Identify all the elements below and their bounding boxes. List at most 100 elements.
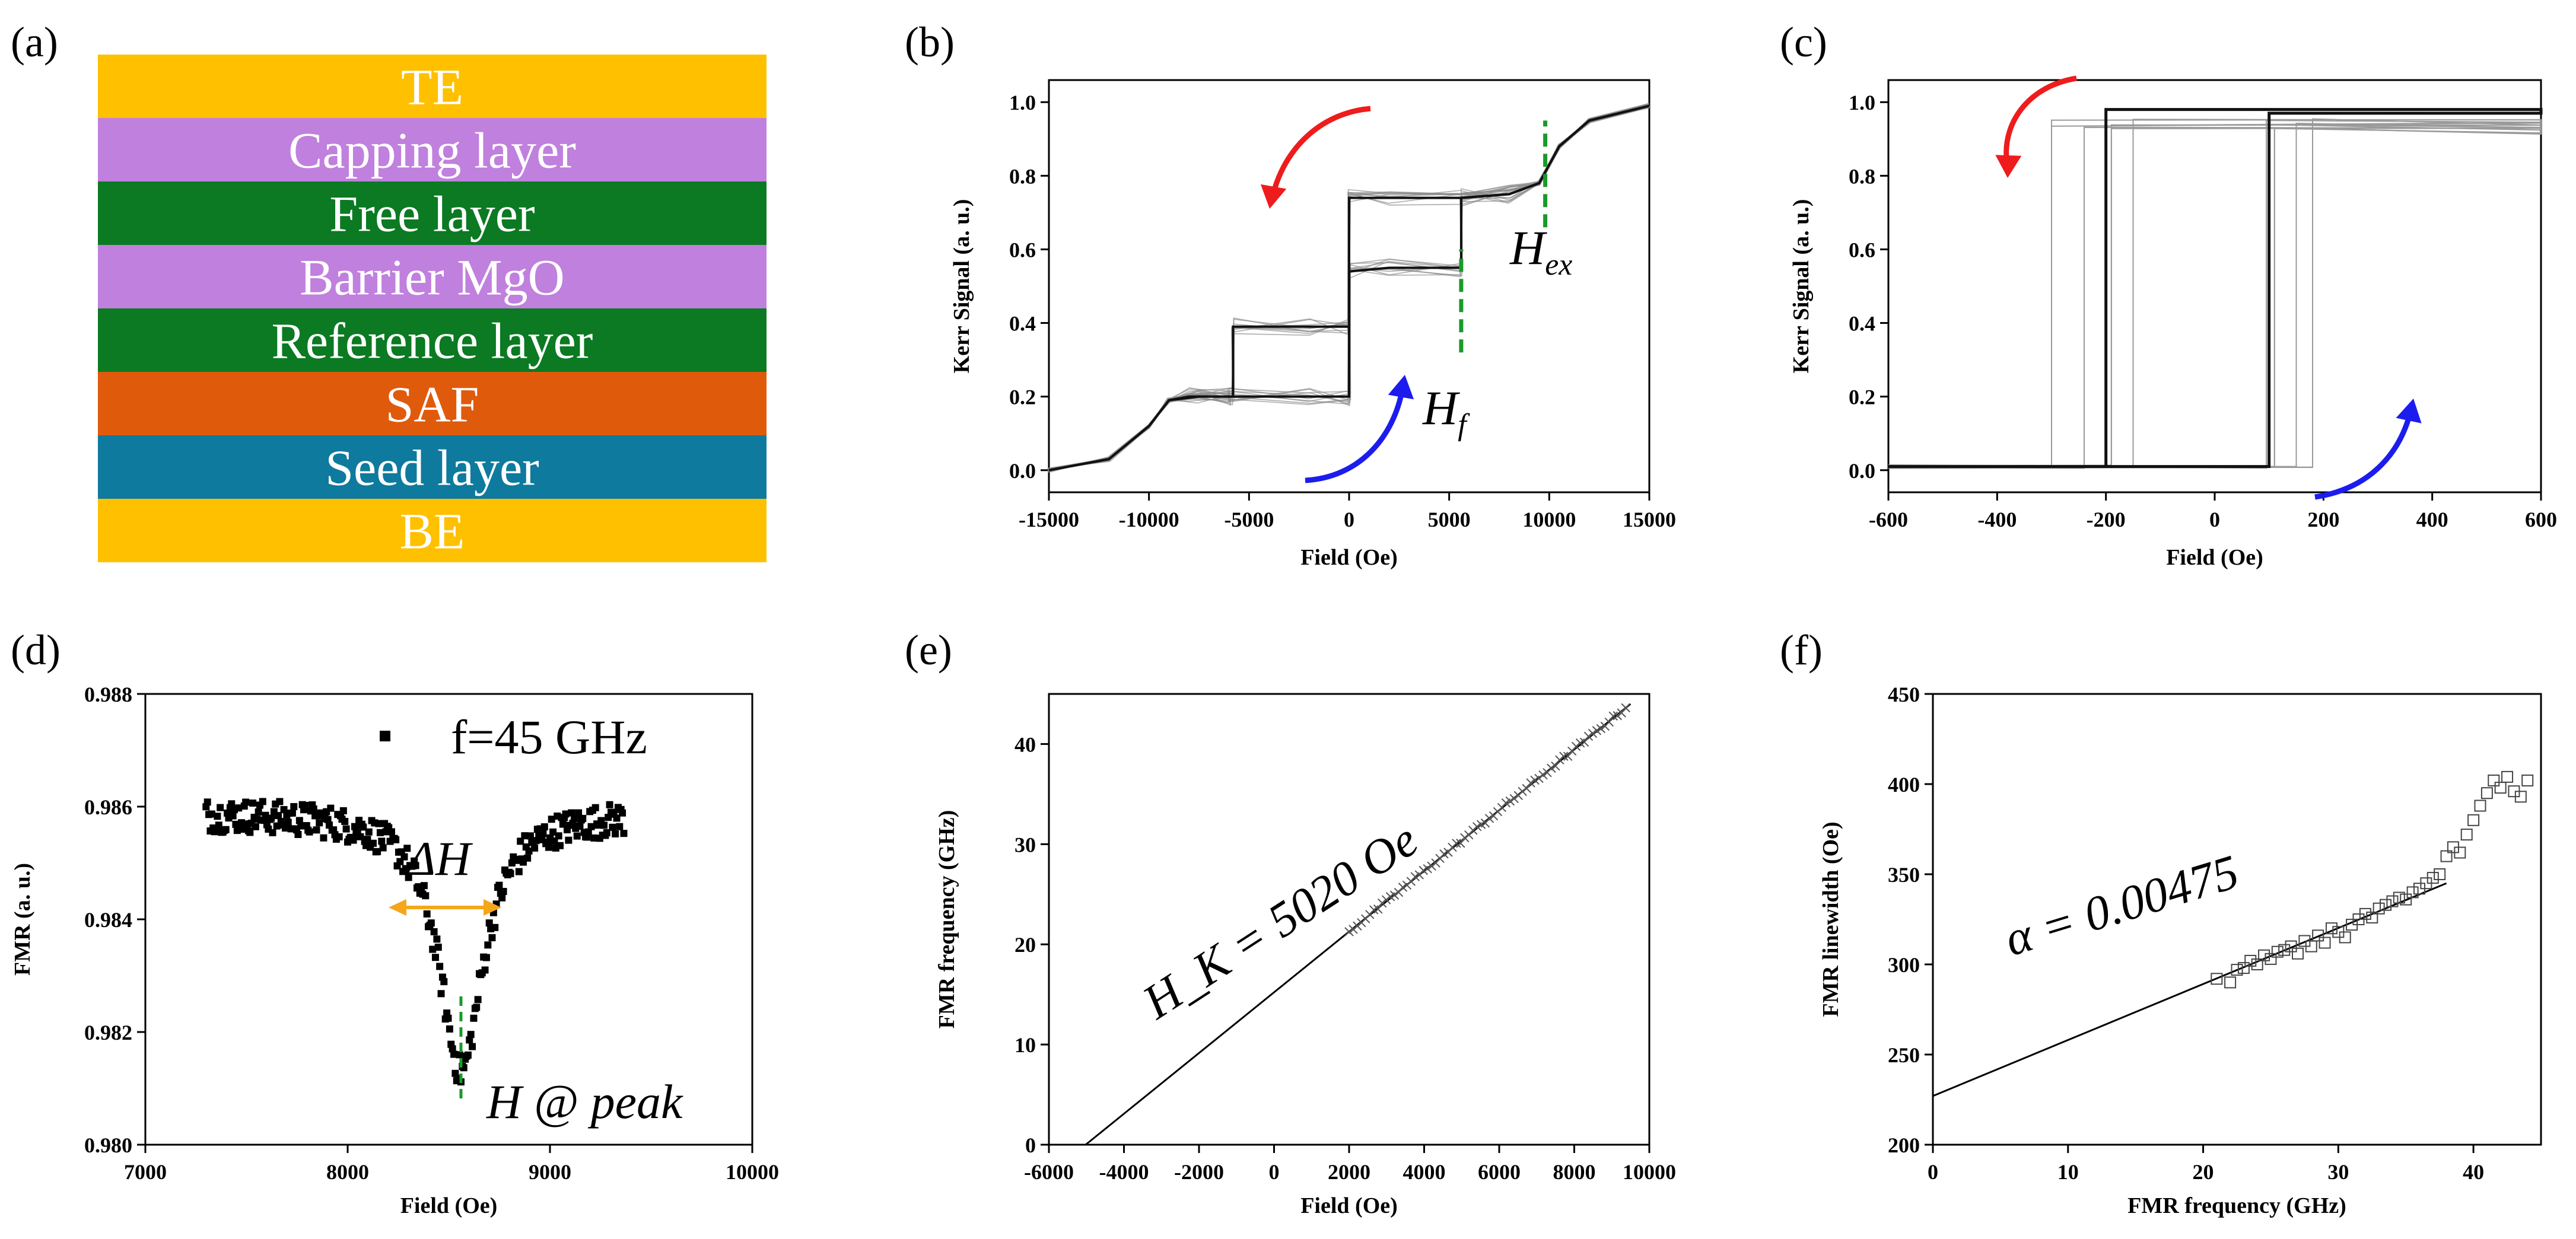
y-tick-label: 0.0 — [1009, 459, 1036, 483]
y-axis-title: Kerr Signal (a. u.) — [1789, 199, 1814, 374]
fmr-point — [284, 818, 292, 826]
e-hk-label: H_K = 5020 Oe — [1133, 812, 1427, 1029]
fmr-point — [555, 832, 562, 840]
b-hf-sub: f — [1458, 408, 1470, 442]
y-tick-label: 0.984 — [84, 908, 132, 932]
linewidth-point — [2292, 947, 2304, 960]
fmr-point — [568, 809, 575, 817]
fmr-point — [539, 830, 547, 837]
kittel-point — [1588, 728, 1598, 738]
fmr-point — [288, 809, 296, 817]
b-arrow-up-head — [1388, 375, 1414, 400]
b-hex-label: Hex — [1509, 221, 1572, 282]
linewidth-point — [2366, 911, 2378, 923]
y-tick-label: 350 — [1888, 863, 1920, 887]
fmr-point — [491, 923, 499, 931]
linewidth-point — [2480, 787, 2493, 800]
kittel-point — [1608, 711, 1618, 721]
kittel-point — [1443, 848, 1453, 857]
fmr-point — [481, 966, 489, 974]
linewidth-point — [2380, 899, 2392, 911]
fmr-point — [540, 823, 548, 831]
kittel-point — [1344, 927, 1354, 937]
kittel-point — [1427, 861, 1436, 871]
fmr-point — [349, 836, 357, 844]
fmr-point — [470, 1014, 478, 1022]
c-arrow-down-shaft — [2003, 75, 2077, 158]
x-tick-label: 9000 — [529, 1160, 571, 1184]
linewidth-point — [2231, 964, 2243, 976]
linewidth-point — [2325, 922, 2338, 935]
fmr-point — [482, 954, 490, 961]
fmr-point — [255, 808, 262, 816]
x-tick-label: -4000 — [1099, 1160, 1149, 1184]
fmr-point — [316, 819, 323, 827]
kerr-c-trace-faint — [1888, 119, 2542, 468]
fmr-point — [269, 829, 276, 836]
fmr-point — [515, 868, 523, 875]
y-tick-label: 0.8 — [1849, 164, 1875, 188]
linewidth-point — [2460, 829, 2473, 841]
fmr-point — [587, 823, 595, 830]
kittel-point — [1389, 890, 1400, 900]
fmr-point — [484, 941, 492, 949]
y-tick-label: 250 — [1888, 1043, 1920, 1067]
linewidth-point — [2406, 886, 2419, 899]
x-tick-label: 8000 — [326, 1160, 369, 1184]
linewidth-point — [2305, 940, 2317, 953]
linewidth-point — [2454, 846, 2466, 859]
fmr-point — [469, 1043, 476, 1050]
layer-stack: TE Capping layer Free layer Barrier MgO Refe… — [98, 55, 767, 562]
x-tick-label: 8000 — [1553, 1160, 1596, 1184]
fmr-point — [474, 996, 482, 1004]
fmr-point — [485, 919, 493, 927]
kittel-point — [1460, 833, 1470, 843]
kittel-point — [1538, 770, 1548, 780]
y-tick-label: 0.986 — [84, 795, 132, 819]
fmr-point — [430, 928, 438, 935]
layer-band — [98, 372, 767, 435]
fmr-point — [473, 1004, 481, 1011]
fmr-point — [335, 833, 343, 840]
layer-label: Free layer — [329, 186, 535, 243]
x-tick-label: 10000 — [1623, 1160, 1676, 1184]
panel-label-b: (b) — [905, 18, 955, 66]
f-alpha-label: α = 0.00475 — [1999, 845, 2245, 967]
fmr-point — [521, 832, 529, 840]
fmr-point — [456, 1051, 463, 1059]
x-tick-label: -6000 — [1024, 1160, 1074, 1184]
fmr-point — [603, 829, 610, 837]
kerr-c-trace-faint — [1888, 122, 2542, 469]
fmr-point — [498, 894, 506, 902]
x-tick-label: 600 — [2525, 508, 2557, 531]
fmr-point — [579, 814, 587, 822]
fmr-point — [429, 945, 437, 953]
fmr-point — [559, 820, 567, 828]
x-tick-label: -15000 — [1019, 508, 1079, 531]
linewidth-point — [2494, 782, 2507, 794]
b-hf-label: Hf — [1422, 381, 1470, 442]
y-tick-label: 0.980 — [84, 1133, 132, 1157]
layer-label: TE — [401, 59, 463, 116]
layer-band — [98, 435, 767, 499]
fmr-point — [249, 800, 257, 807]
linewidth-point — [2373, 902, 2385, 915]
y-tick-label: 200 — [1888, 1133, 1920, 1157]
fmr-point — [576, 822, 584, 830]
fmr-point — [280, 806, 288, 814]
x-tick-label: -2000 — [1174, 1160, 1224, 1184]
x-tick-label: 2000 — [1328, 1160, 1370, 1184]
kittel-point — [1617, 708, 1626, 718]
linewidth-point — [2434, 868, 2446, 880]
panel-label-e: (e) — [905, 626, 952, 674]
y-tick-label: 10 — [1015, 1033, 1036, 1057]
fmr-point — [570, 815, 578, 823]
fmr-point — [369, 839, 377, 847]
layer-band — [98, 245, 767, 308]
fmr-point — [378, 837, 386, 845]
fmr-point — [342, 825, 350, 833]
fmr-point — [374, 848, 381, 855]
fmr-point — [276, 798, 284, 805]
linewidth-point — [2467, 814, 2480, 826]
kittel-point — [1423, 864, 1432, 874]
